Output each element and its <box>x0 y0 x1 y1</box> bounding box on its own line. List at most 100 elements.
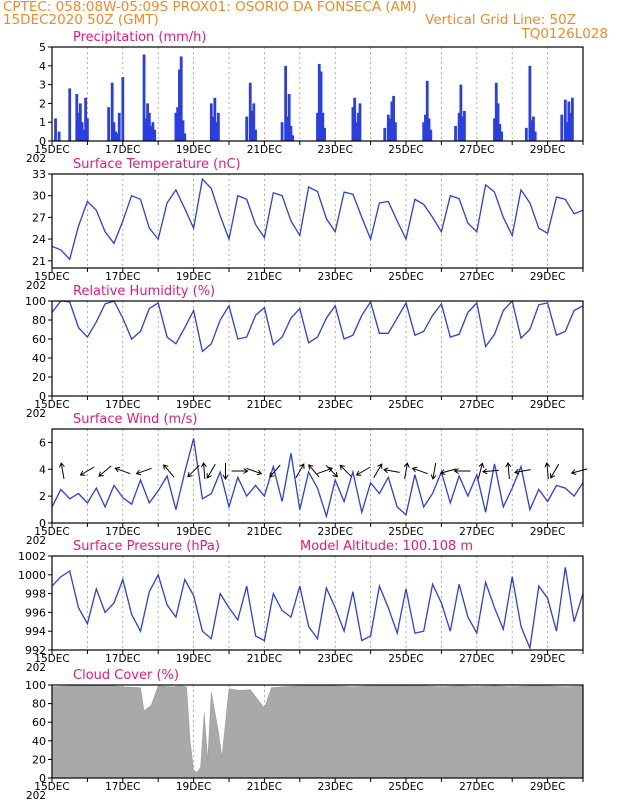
wind-vector-arrow <box>163 464 175 478</box>
wind-vector-arrow <box>135 467 152 476</box>
precip-bar <box>386 114 390 141</box>
pressure-y-tick-label: 1000 <box>18 569 46 582</box>
wind-vector-arrow <box>570 468 588 475</box>
precip-bar <box>291 135 295 141</box>
precip-bar <box>355 122 358 141</box>
wind-vector-arrow <box>439 468 457 475</box>
precip-x-tick-label: 19DEC <box>176 144 211 156</box>
cloud-x-tick-label: 25DEC <box>388 781 423 793</box>
precip-bar <box>493 118 496 141</box>
precip-bar <box>209 103 213 141</box>
temp-x-tick-label: 27DEC <box>459 271 494 283</box>
precip-bar <box>86 118 89 141</box>
pressure-x-tick-label: 19DEC <box>176 653 211 665</box>
precip-bar <box>183 133 187 141</box>
wind-plot-area <box>52 429 583 523</box>
cloud-y-tick-label: 20 <box>32 753 46 766</box>
precip-bar <box>84 97 88 141</box>
wind-x-tick-label: 25DEC <box>388 526 423 538</box>
precip-bar <box>153 129 157 141</box>
precip-x-tick-label: 23DEC <box>317 144 352 156</box>
precip-bar <box>75 94 79 141</box>
rh-y-tick-label: 100 <box>25 295 46 308</box>
temp-x-tick-label: 19DEC <box>176 271 211 283</box>
cloud-x-tick-label: 29DEC <box>530 781 565 793</box>
precip-y-tick-label: 4 <box>39 60 46 73</box>
pressure-x-tick-label: 21DEC <box>247 653 282 665</box>
wind-vector-arrow <box>453 468 471 474</box>
rh-x-tick-label: 23DEC <box>317 399 352 411</box>
temp-y-tick-label: 27 <box>32 211 46 224</box>
precip-bar <box>54 118 57 141</box>
precip-bar <box>524 127 528 141</box>
pressure-plot-area <box>52 556 583 650</box>
precip-bar <box>567 101 571 141</box>
pressure-x-tick-label: 25DEC <box>388 653 423 665</box>
rh-x-tick-label: 29DEC <box>530 399 565 411</box>
precip-bar <box>176 107 180 141</box>
wind-y-tick-label: 4 <box>39 463 46 476</box>
precip-bar <box>142 54 146 141</box>
pressure-x-tick-label: 23DEC <box>317 653 352 665</box>
temp-y-tick-label: 21 <box>32 255 46 268</box>
temp-x-tick-label: 17DEC <box>105 271 140 283</box>
temp-title: Surface Temperature (nC) <box>73 157 241 172</box>
cloud-x-tick-label: 17DEC <box>105 781 140 793</box>
precip-bar <box>245 116 249 141</box>
wind-vector-arrow <box>550 463 560 479</box>
precip-bar <box>82 129 86 141</box>
rh-title: Relative Humidity (%) <box>73 284 215 299</box>
precip-bar <box>429 129 433 141</box>
wind-vector-arrow <box>295 463 305 479</box>
precip-bar <box>216 112 220 141</box>
precip-bar <box>250 110 254 141</box>
wind-vector-arrow <box>339 464 352 478</box>
temp-x-tick-label: 21DEC <box>247 271 282 283</box>
precip-bar <box>392 95 396 141</box>
pressure-y-tick-label: 996 <box>25 606 46 619</box>
precip-x-tick-label: 25DEC <box>388 144 423 156</box>
precip-bar <box>287 94 291 141</box>
precip-y-tick-label: 0 <box>39 135 46 148</box>
precip-bar <box>358 103 362 141</box>
precip-bar <box>116 133 119 141</box>
precip-bar <box>174 112 178 141</box>
precip-bar <box>565 122 569 141</box>
wind-vector-arrow <box>187 464 200 478</box>
pressure-x-tick-label: 17DEC <box>105 653 140 665</box>
rh-series-line <box>51 299 584 353</box>
wind-vector-arrow <box>505 462 512 480</box>
precip-bar <box>248 82 252 141</box>
wind-vector-arrow <box>269 464 281 478</box>
precip-bar <box>117 112 121 141</box>
header-location: CPTEC: 058:08W-05:09S PROX01: OSORIO DA … <box>3 0 417 15</box>
rh-year-fragment: 202 <box>26 408 46 420</box>
precip-bar <box>112 122 116 141</box>
temp-y-tick-label: 33 <box>32 168 46 181</box>
precip-bar <box>252 103 256 141</box>
precip-year-fragment: 202 <box>26 153 46 165</box>
precip-y-tick-label: 5 <box>39 41 46 54</box>
precip-x-tick-label: 21DEC <box>247 144 282 156</box>
precip-bar <box>107 107 111 141</box>
precip-bar <box>461 116 465 141</box>
precip-bar <box>388 118 392 141</box>
precip-bar <box>316 112 319 141</box>
wind-year-fragment: 202 <box>26 535 46 547</box>
precip-bar <box>151 122 155 141</box>
pressure-y-tick-label: 1002 <box>18 550 46 563</box>
cloud-title: Cloud Cover (%) <box>73 668 179 683</box>
precip-x-tick-label: 29DEC <box>530 144 565 156</box>
rh-plot-area <box>52 301 583 396</box>
precip-bar <box>146 103 149 141</box>
precip-bar <box>147 112 151 141</box>
wind-vector-arrow <box>383 467 400 474</box>
wind-vector-arrow <box>403 462 410 479</box>
wind-frame <box>51 428 584 524</box>
rh-frame <box>51 300 584 397</box>
precip-bar <box>459 84 463 141</box>
wind-vector-arrow <box>59 462 65 479</box>
precip-bar <box>530 120 534 141</box>
precip-bar <box>463 110 466 141</box>
temp-frame <box>51 173 584 269</box>
